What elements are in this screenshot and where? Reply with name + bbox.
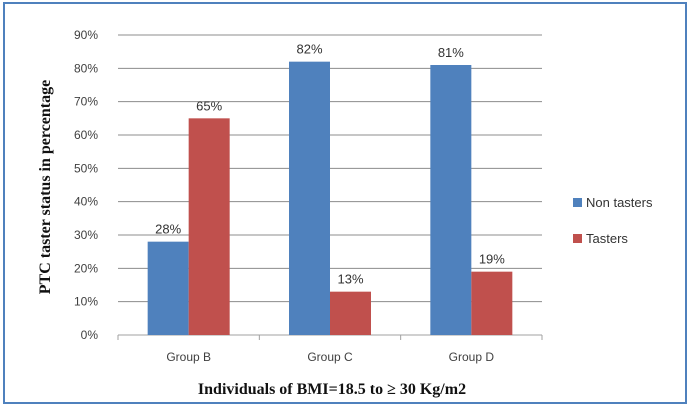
- legend: Non tasters Tasters: [573, 195, 653, 246]
- y-axis-title: PTC taster status in percentage: [37, 80, 54, 295]
- bar-non-tasters-group-c: [289, 61, 330, 336]
- x-axis-title: Individuals of BMI=18.5 to ≥ 30 Kg/m2: [198, 381, 466, 398]
- y-tick-label: 90%: [74, 28, 98, 42]
- legend-label: Non tasters: [586, 195, 653, 210]
- data-label: 81%: [438, 45, 464, 60]
- data-label: 19%: [479, 252, 505, 267]
- legend-label: Tasters: [586, 231, 628, 246]
- y-tick-label: 0%: [81, 328, 99, 342]
- y-tick-label: 20%: [74, 261, 98, 275]
- x-tick-label: Group D: [449, 350, 495, 364]
- y-tick-label: 70%: [74, 95, 98, 109]
- data-label: 82%: [296, 42, 322, 57]
- data-label: 65%: [196, 98, 222, 113]
- y-tick-label: 60%: [74, 128, 98, 142]
- bar-tasters-group-b: [188, 118, 230, 335]
- x-tick-label: Group B: [166, 350, 211, 364]
- bars: [147, 61, 513, 336]
- y-tick-label: 10%: [74, 295, 98, 309]
- legend-swatch: [573, 234, 582, 243]
- data-label: 28%: [155, 222, 181, 237]
- data-labels: 28% 65% 82% 13% 81% 19%: [155, 42, 505, 287]
- y-tick-label: 80%: [74, 61, 98, 75]
- y-tick-label: 40%: [74, 195, 98, 209]
- y-tick-labels: 0% 10% 20% 30% 40% 50% 60% 70% 80% 90%: [74, 28, 98, 342]
- bar-non-tasters-group-b: [147, 241, 189, 335]
- bar-tasters-group-c: [330, 291, 371, 335]
- data-label: 13%: [337, 272, 363, 287]
- x-tick-labels: Group B Group C Group D: [166, 350, 494, 364]
- bar-non-tasters-group-d: [430, 65, 472, 335]
- legend-swatch: [573, 198, 582, 207]
- bar-tasters-group-d: [471, 271, 513, 335]
- y-tick-label: 50%: [74, 161, 98, 175]
- x-tick-label: Group C: [307, 350, 353, 364]
- y-tick-label: 30%: [74, 228, 98, 242]
